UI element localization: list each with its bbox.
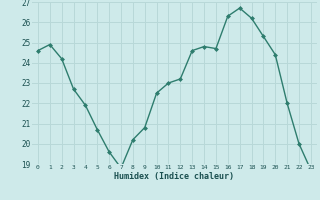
X-axis label: Humidex (Indice chaleur): Humidex (Indice chaleur)	[115, 172, 234, 181]
